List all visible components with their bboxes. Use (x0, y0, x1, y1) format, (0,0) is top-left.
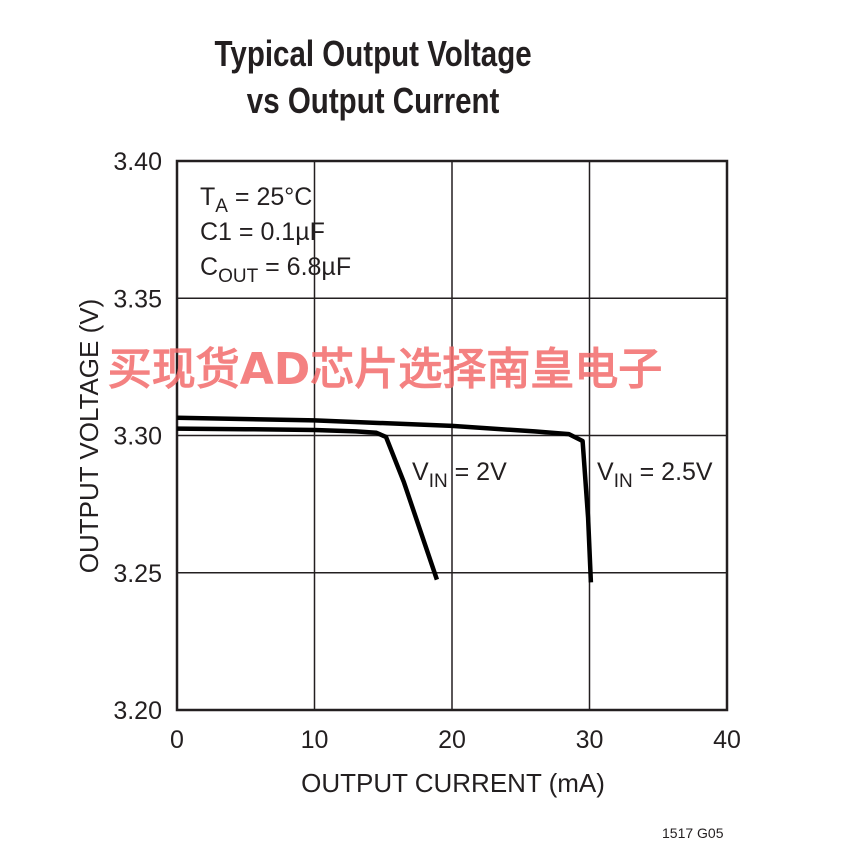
x-tick-label-20: 20 (438, 726, 466, 754)
series-line-0 (176, 426, 440, 581)
figure-code: 1517 G05 (662, 825, 724, 841)
y-tick-label-3.25: 3.25 (113, 560, 162, 588)
conditions-annotation: TA = 25°C C1 = 0.1µF COUT = 6.8µF (200, 183, 351, 287)
y-tick-label-3.20: 3.20 (113, 697, 162, 725)
series-label-vin-2v: VIN = 2V (412, 458, 507, 492)
chart-title-line1: Typical Output Voltage (214, 33, 532, 74)
y-tick-label-3.30: 3.30 (113, 423, 162, 451)
x-tick-label-10: 10 (301, 726, 329, 754)
x-tick-label-30: 30 (576, 726, 604, 754)
tick-labels: 0 10 20 30 40 3.40 3.35 3.30 3.25 3.20 (113, 148, 741, 754)
series-label-vin-2-5v: VIN = 2.5V (597, 458, 713, 492)
y-axis-label: OUTPUT VOLTAGE (V) (74, 299, 104, 573)
series-line-1 (176, 415, 594, 583)
chart-title-line2: vs Output Current (246, 80, 500, 121)
x-axis-label: OUTPUT CURRENT (mA) (301, 768, 605, 798)
y-tick-label-3.40: 3.40 (113, 148, 162, 176)
condition-ta: TA = 25°C (200, 183, 312, 217)
x-tick-label-0: 0 (170, 726, 184, 754)
x-tick-label-40: 40 (713, 726, 741, 754)
plot-frame (175, 159, 729, 712)
condition-c1: C1 = 0.1µF (200, 218, 325, 246)
watermark-text: 买现货AD芯片选择南皇电子 (108, 344, 663, 395)
grid (175, 159, 729, 712)
y-tick-label-3.35: 3.35 (113, 285, 162, 313)
series-lines (176, 415, 594, 583)
condition-cout: COUT = 6.8µF (200, 253, 351, 287)
